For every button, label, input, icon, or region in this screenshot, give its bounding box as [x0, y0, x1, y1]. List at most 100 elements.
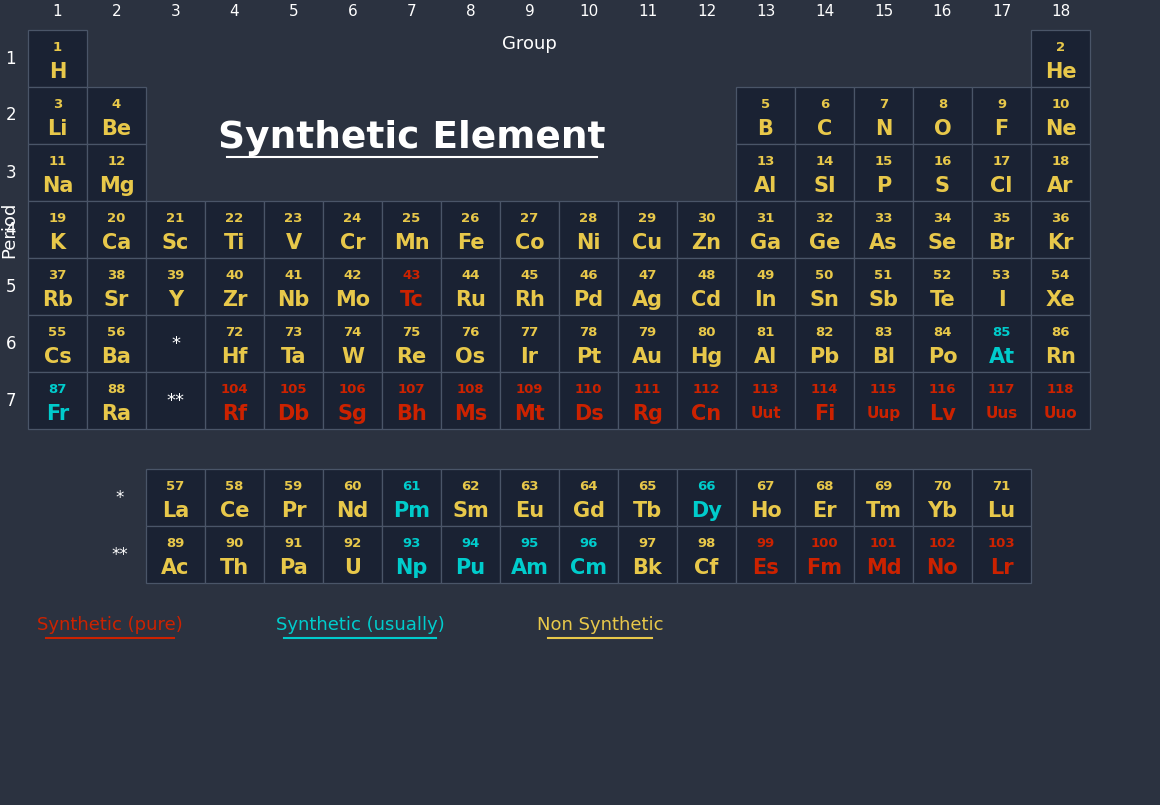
Bar: [264, 315, 322, 372]
Bar: [854, 201, 913, 258]
Text: Am: Am: [510, 558, 549, 578]
Bar: [382, 526, 441, 583]
Bar: [972, 258, 1031, 315]
Bar: [1031, 258, 1090, 315]
Text: Cd: Cd: [691, 290, 722, 310]
Text: Zn: Zn: [691, 233, 722, 253]
Text: Au: Au: [632, 347, 664, 366]
Text: S: S: [935, 175, 950, 196]
Text: N: N: [875, 118, 892, 138]
Text: Ru: Ru: [455, 290, 486, 310]
Text: Be: Be: [101, 118, 131, 138]
Text: Rb: Rb: [42, 290, 73, 310]
Text: Na: Na: [42, 175, 73, 196]
Bar: [854, 526, 913, 583]
Text: 20: 20: [108, 212, 125, 225]
Bar: [913, 144, 972, 201]
Text: Gd: Gd: [573, 501, 604, 521]
Bar: [1031, 87, 1090, 144]
Text: Db: Db: [277, 403, 310, 423]
Text: Cr: Cr: [340, 233, 365, 253]
Text: 64: 64: [579, 480, 597, 493]
Text: 110: 110: [574, 382, 602, 395]
Text: B: B: [757, 118, 774, 138]
Text: Ag: Ag: [632, 290, 664, 310]
Text: 105: 105: [280, 382, 307, 395]
Bar: [322, 201, 382, 258]
Text: Rn: Rn: [1045, 347, 1076, 366]
Bar: [854, 469, 913, 526]
Text: 69: 69: [875, 480, 893, 493]
Text: 106: 106: [339, 382, 367, 395]
Text: 100: 100: [811, 537, 839, 550]
Bar: [382, 201, 441, 258]
Text: 9: 9: [996, 97, 1006, 110]
Text: 87: 87: [49, 382, 66, 395]
Text: 93: 93: [403, 537, 421, 550]
Bar: [500, 469, 559, 526]
Text: 81: 81: [756, 325, 775, 339]
Text: 3: 3: [53, 97, 63, 110]
Text: 113: 113: [752, 382, 780, 395]
Text: 40: 40: [225, 269, 244, 282]
Text: 70: 70: [934, 480, 951, 493]
Bar: [322, 372, 382, 429]
Text: 77: 77: [521, 325, 538, 339]
Text: 3: 3: [6, 163, 16, 181]
Bar: [559, 201, 618, 258]
Text: 75: 75: [403, 325, 421, 339]
Bar: [205, 258, 264, 315]
Text: 103: 103: [987, 537, 1015, 550]
Bar: [500, 258, 559, 315]
Text: Se: Se: [928, 233, 957, 253]
Text: Sm: Sm: [452, 501, 488, 521]
Text: Te: Te: [929, 290, 956, 310]
Text: Kr: Kr: [1047, 233, 1074, 253]
Bar: [28, 315, 87, 372]
Bar: [28, 87, 87, 144]
Bar: [28, 258, 87, 315]
Text: P: P: [876, 175, 891, 196]
Text: 49: 49: [756, 269, 775, 282]
Text: Fm: Fm: [806, 558, 842, 578]
Text: Sb: Sb: [869, 290, 899, 310]
Text: 45: 45: [521, 269, 538, 282]
Text: Tb: Tb: [633, 501, 662, 521]
Text: 16: 16: [933, 5, 952, 19]
Text: Sg: Sg: [338, 403, 368, 423]
Text: 97: 97: [638, 537, 657, 550]
Text: 117: 117: [988, 382, 1015, 395]
Text: Period: Period: [0, 201, 19, 258]
Text: Pd: Pd: [573, 290, 603, 310]
Text: Cf: Cf: [695, 558, 719, 578]
Bar: [677, 526, 735, 583]
Bar: [913, 87, 972, 144]
Bar: [677, 372, 735, 429]
Text: 107: 107: [398, 382, 426, 395]
Bar: [972, 144, 1031, 201]
Text: 72: 72: [225, 325, 244, 339]
Text: Br: Br: [988, 233, 1015, 253]
Text: Tc: Tc: [399, 290, 423, 310]
Bar: [264, 469, 322, 526]
Text: La: La: [162, 501, 189, 521]
Text: 24: 24: [343, 212, 362, 225]
Text: 58: 58: [225, 480, 244, 493]
Text: 15: 15: [873, 5, 893, 19]
Text: 36: 36: [1051, 212, 1070, 225]
Text: O: O: [934, 118, 951, 138]
Bar: [972, 201, 1031, 258]
Bar: [322, 469, 382, 526]
Bar: [618, 526, 677, 583]
Text: 41: 41: [284, 269, 303, 282]
Bar: [854, 315, 913, 372]
Text: Ds: Ds: [574, 403, 603, 423]
Bar: [28, 144, 87, 201]
Text: *: *: [115, 489, 124, 506]
Text: Zr: Zr: [222, 290, 247, 310]
Text: Ar: Ar: [1047, 175, 1074, 196]
Text: Cs: Cs: [44, 347, 72, 366]
Text: 31: 31: [756, 212, 775, 225]
Bar: [1031, 201, 1090, 258]
Text: 26: 26: [462, 212, 480, 225]
